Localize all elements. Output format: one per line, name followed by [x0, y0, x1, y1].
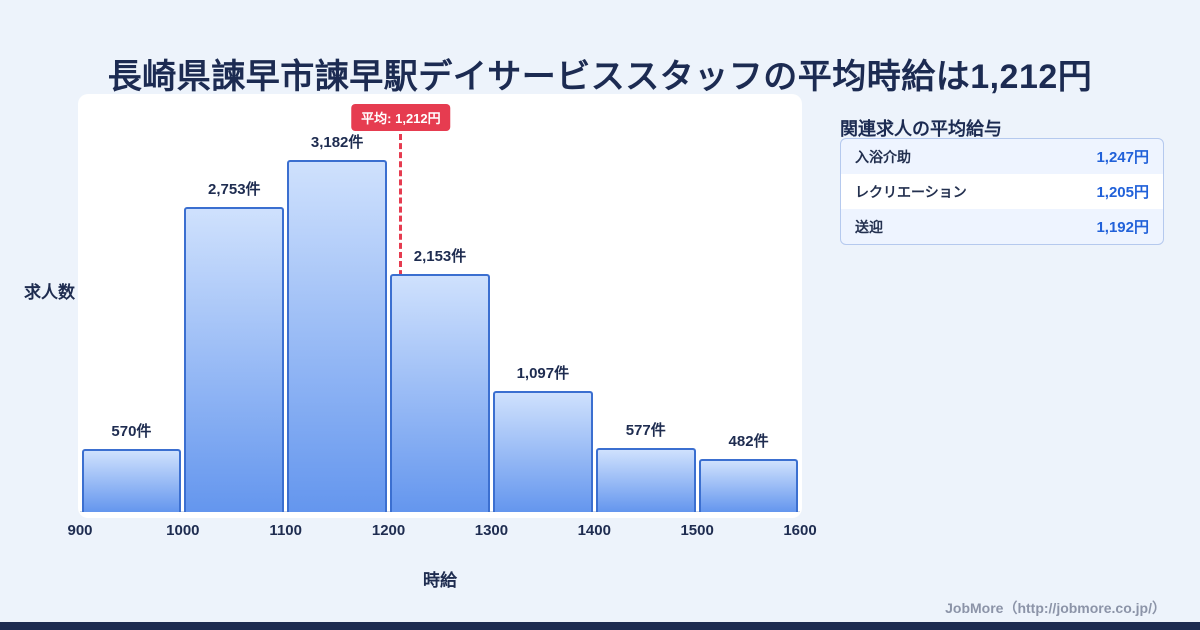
x-tick-label: 1100 — [269, 522, 302, 539]
related-job-value: 1,205円 — [1096, 184, 1149, 201]
bar-value-label: 1,097件 — [516, 364, 570, 382]
related-jobs-title: 関連求人の平均給与 — [840, 118, 1002, 139]
average-badge: 平均: 1,212円 — [351, 104, 451, 131]
footer-credit: JobMore（http://jobmore.co.jp/） — [945, 600, 1166, 616]
bar-value-label: 3,182件 — [310, 134, 364, 151]
histogram-bar — [492, 390, 593, 512]
bar-value-label: 2,753件 — [208, 181, 261, 199]
x-tick-label: 1200 — [371, 522, 406, 539]
histogram-plot: 平均: 1,212円 570件 2,753件 3,182件 2,153件 1,097件 5… — [80, 104, 800, 512]
histogram-bar — [184, 207, 285, 512]
histogram-bar — [81, 448, 182, 512]
bar-value-label: 570件 — [111, 422, 152, 440]
related-job-row: レクリエーション 1,205円 — [841, 174, 1163, 209]
bar-value-label: 2,153件 — [413, 247, 467, 265]
bottom-accent-bar — [0, 622, 1200, 630]
related-job-label: 送迎 — [855, 218, 883, 235]
x-axis-ticks: 900 1000 1100 1200 1300 1400 1500 1600 — [67, 522, 816, 542]
x-tick-label: 1600 — [783, 522, 817, 539]
related-job-row: 送迎 1,192円 — [841, 209, 1163, 244]
bar-value-label: 482件 — [728, 432, 769, 450]
related-job-value: 1,247円 — [1096, 149, 1149, 166]
y-axis-label: 求人数 — [24, 283, 75, 302]
histogram-bar — [390, 273, 490, 512]
x-tick-label: 1400 — [577, 522, 611, 539]
related-jobs-card: 入浴介助 1,247円レクリエーション 1,205円送迎 1,192円 — [840, 138, 1164, 245]
x-axis-label: 時給 — [423, 571, 457, 590]
bar-value-label: 577件 — [625, 422, 666, 440]
related-job-row: 入浴介助 1,247円 — [841, 139, 1163, 174]
related-job-value: 1,192円 — [1096, 219, 1149, 236]
histogram-bar — [287, 160, 388, 512]
x-tick-label: 1500 — [680, 522, 714, 539]
x-tick-label: 1300 — [474, 522, 509, 539]
histogram-bar — [698, 458, 799, 512]
related-job-label: レクリエーション — [855, 183, 967, 200]
page-title: 長崎県諫早市諫早駅デイサービススタッフの平均時給は1,212円 — [107, 57, 1093, 96]
x-tick-label: 900 — [67, 522, 93, 539]
x-tick-label: 1000 — [166, 522, 200, 539]
histogram-bar — [595, 448, 696, 512]
related-job-label: 入浴介助 — [855, 148, 911, 165]
